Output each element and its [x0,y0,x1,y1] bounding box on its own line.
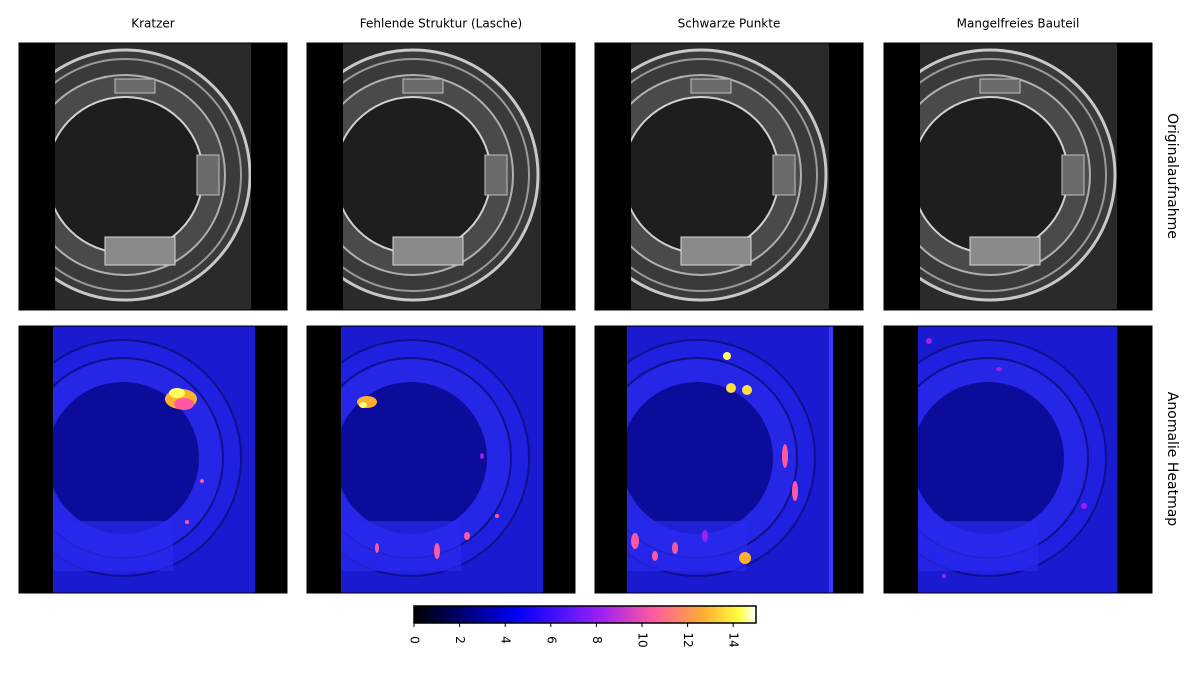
panel-frame [594,325,864,594]
original-image [343,43,541,310]
inner [53,382,199,534]
hot-spot [185,520,189,524]
hot-spot [742,385,752,395]
tick-label: 2 [453,636,467,644]
hot-spot [723,352,731,360]
tab [484,154,508,196]
hot-spot [464,532,470,540]
hot-spot [495,514,499,518]
hot-spot [739,552,751,564]
hot-spot [169,388,185,398]
band [341,521,461,571]
hot-spot [375,543,379,553]
hot-spot [174,398,194,410]
original-image [55,43,251,310]
tick-label: 6 [544,636,558,644]
panel-frame [594,42,864,311]
hot-spot [672,542,678,554]
panel-frame [306,325,576,594]
hot-spot [792,481,798,501]
hot-spot [359,402,367,408]
tick-label: 0 [408,636,422,644]
inner [341,382,487,534]
heatmap-image [627,326,833,593]
hot-spot [434,543,440,559]
tab [114,78,156,94]
hot-spot [996,367,1002,371]
hot-spot [702,530,708,542]
heatmap-image [53,326,255,593]
ring [631,96,780,254]
heatmap-image [918,326,1117,593]
tab [104,236,176,266]
ring [343,58,530,292]
panel-frame [18,325,288,594]
inner [918,382,1064,534]
panel-frame [883,325,1153,594]
hot-spot [926,338,932,344]
hot-spot [652,551,658,561]
original-image [631,43,829,310]
tick-label: 8 [590,636,604,644]
ring [920,96,1069,254]
hot-spot [480,453,484,459]
tick-label: 14 [727,632,741,647]
hot-spot [726,383,736,393]
tab [196,154,220,196]
tab [680,236,752,266]
hot-spot [631,533,639,549]
panel-frame [306,42,576,311]
ring [631,58,818,292]
ring [343,96,492,254]
tab [1061,154,1085,196]
ring [920,58,1107,292]
hot-spot [942,574,946,578]
tab [969,236,1041,266]
column-title: Kratzer [131,17,175,31]
edge [829,326,833,593]
original-image [920,43,1117,310]
column-title: Mangelfreies Bauteil [957,17,1080,31]
panel-frame [18,42,288,311]
band [627,521,747,571]
ring [55,96,204,254]
colorbar-frame [413,605,757,624]
row-label: Originalaufnahme [1164,113,1180,239]
column-title: Schwarze Punkte [678,17,781,31]
tab [772,154,796,196]
inner [627,382,773,534]
tab [402,78,444,94]
heatmap-image [341,326,543,593]
colorbar [414,606,756,623]
tab [979,78,1021,94]
hot-spot [1081,503,1087,509]
column-title: Fehlende Struktur (Lasche) [360,17,522,31]
hot-spot [782,444,788,468]
tab [690,78,732,94]
tab [392,236,464,266]
tick-label: 12 [681,632,695,647]
panel-frame [883,42,1153,311]
band [918,521,1038,571]
tick-label: 4 [499,636,513,644]
row-label: Anomalie Heatmap [1164,392,1180,527]
hot-spot [200,479,204,483]
tick-label: 10 [636,632,650,647]
ring [55,58,242,292]
band [53,521,173,571]
panels [18,42,1153,594]
